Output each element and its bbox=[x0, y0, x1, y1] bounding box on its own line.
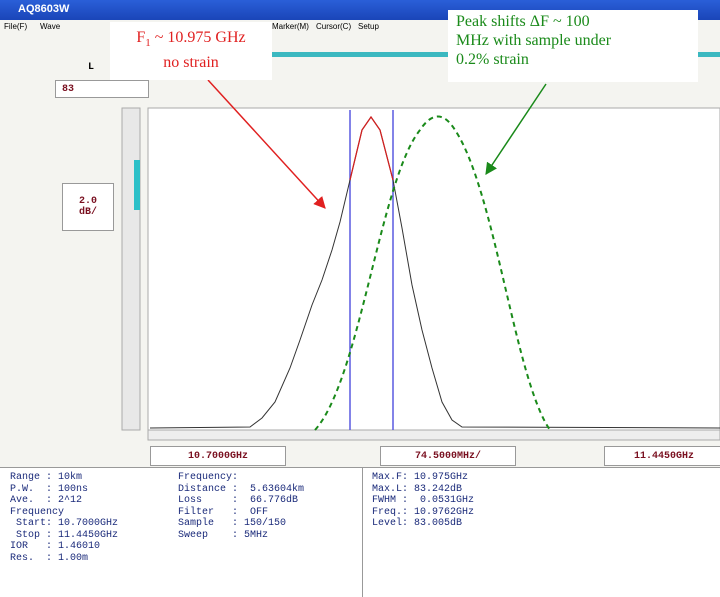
annotation: Peak shifts ΔF ~ 100 MHz with sample und… bbox=[448, 10, 698, 82]
info-line: Start: 10.7000GHz bbox=[10, 518, 119, 529]
toolbar-label: L bbox=[88, 62, 95, 73]
info-line: Filter : OFF bbox=[178, 506, 269, 518]
trace-peak bbox=[349, 115, 394, 181]
menu-bar: File(F) Wave Marker(M) Cursor(C) Setup bbox=[4, 22, 720, 34]
annotation-text: no strain bbox=[163, 54, 219, 72]
annotation-text: ~ 10.975 GHz bbox=[150, 29, 246, 46]
level-box[interactable]: 83 bbox=[55, 80, 149, 98]
window-title: AQ8603W bbox=[18, 3, 70, 15]
menu-item[interactable]: Setup bbox=[358, 22, 379, 31]
annotation-subscript: 1 bbox=[145, 37, 151, 50]
info-line: IOR : 1.46010 bbox=[10, 541, 101, 552]
trace-area bbox=[147, 107, 720, 431]
arrow bbox=[207, 79, 326, 209]
annotation-text: Peak shifts ΔF ~ 100 bbox=[456, 13, 590, 30]
info-column: Frequency: Distance : 5.63604km Loss : 66.… bbox=[178, 472, 304, 541]
slider-handle[interactable] bbox=[134, 160, 140, 210]
plot bbox=[121, 79, 720, 441]
info-line: FWHM : 0.0531GHz bbox=[372, 495, 475, 506]
info-line: Freq.: 10.9762GHz bbox=[372, 506, 475, 518]
info-line: Sample : 150/150 bbox=[178, 518, 287, 529]
divider bbox=[362, 468, 363, 597]
info-line: Loss : 66.776dB bbox=[178, 495, 299, 506]
scale-slider[interactable] bbox=[121, 107, 141, 431]
info-column: Range : 10km P.W. : 100ns Ave. : 2^12 Frequ… bbox=[10, 472, 118, 564]
menu-item[interactable]: Wave bbox=[40, 22, 61, 31]
info-line: Ave. : 2^12 bbox=[10, 495, 83, 506]
info-line: Stop : 11.4450GHz bbox=[10, 529, 119, 541]
info-line: Sweep : 5MHz bbox=[178, 529, 269, 541]
annotation-text: MHz with sample under bbox=[456, 32, 612, 49]
span-box[interactable]: 74.5000MHz/ bbox=[380, 446, 516, 466]
info-line: Res. : 1.00m bbox=[10, 552, 89, 564]
scale-value: 2.0 bbox=[78, 196, 97, 207]
scale-box[interactable]: 2.0 dB/ bbox=[62, 183, 114, 231]
arrow bbox=[485, 83, 547, 175]
info-line: Max.F: 10.975GHz bbox=[372, 472, 469, 483]
menu-item[interactable]: File(F) bbox=[4, 22, 28, 31]
info-line: Max.L: 83.242dB bbox=[372, 483, 463, 495]
info-line: Level: 83.005dB bbox=[372, 518, 463, 529]
info-column: Max.F: 10.975GHz Max.L: 83.242dB FWHM : 0.… bbox=[372, 472, 474, 530]
scale-unit: dB/ bbox=[78, 207, 97, 218]
annotation: F1 ~ 10.975 GHz no strain bbox=[110, 22, 272, 80]
info-line: Distance : 5.63604km bbox=[178, 483, 305, 495]
menu-item[interactable]: Cursor(C) bbox=[316, 22, 352, 31]
annotation-text: F bbox=[136, 29, 146, 46]
info-line: Range : 10km bbox=[10, 472, 83, 483]
start-box[interactable]: 10.7000GHz bbox=[150, 446, 286, 466]
menu-item[interactable]: Marker(M) bbox=[272, 22, 309, 31]
shifted-peak bbox=[314, 115, 551, 431]
stop-box[interactable]: 11.4450GHz bbox=[604, 446, 720, 466]
h-scrollbar[interactable] bbox=[147, 429, 720, 441]
info-line: P.W. : 100ns bbox=[10, 483, 89, 495]
info-line: Frequency: bbox=[178, 472, 239, 483]
annotation-text: 0.2% strain bbox=[456, 51, 529, 68]
info-line: Frequency bbox=[10, 506, 65, 518]
info-panel: Range : 10km P.W. : 100ns Ave. : 2^12 Frequ… bbox=[0, 467, 720, 597]
